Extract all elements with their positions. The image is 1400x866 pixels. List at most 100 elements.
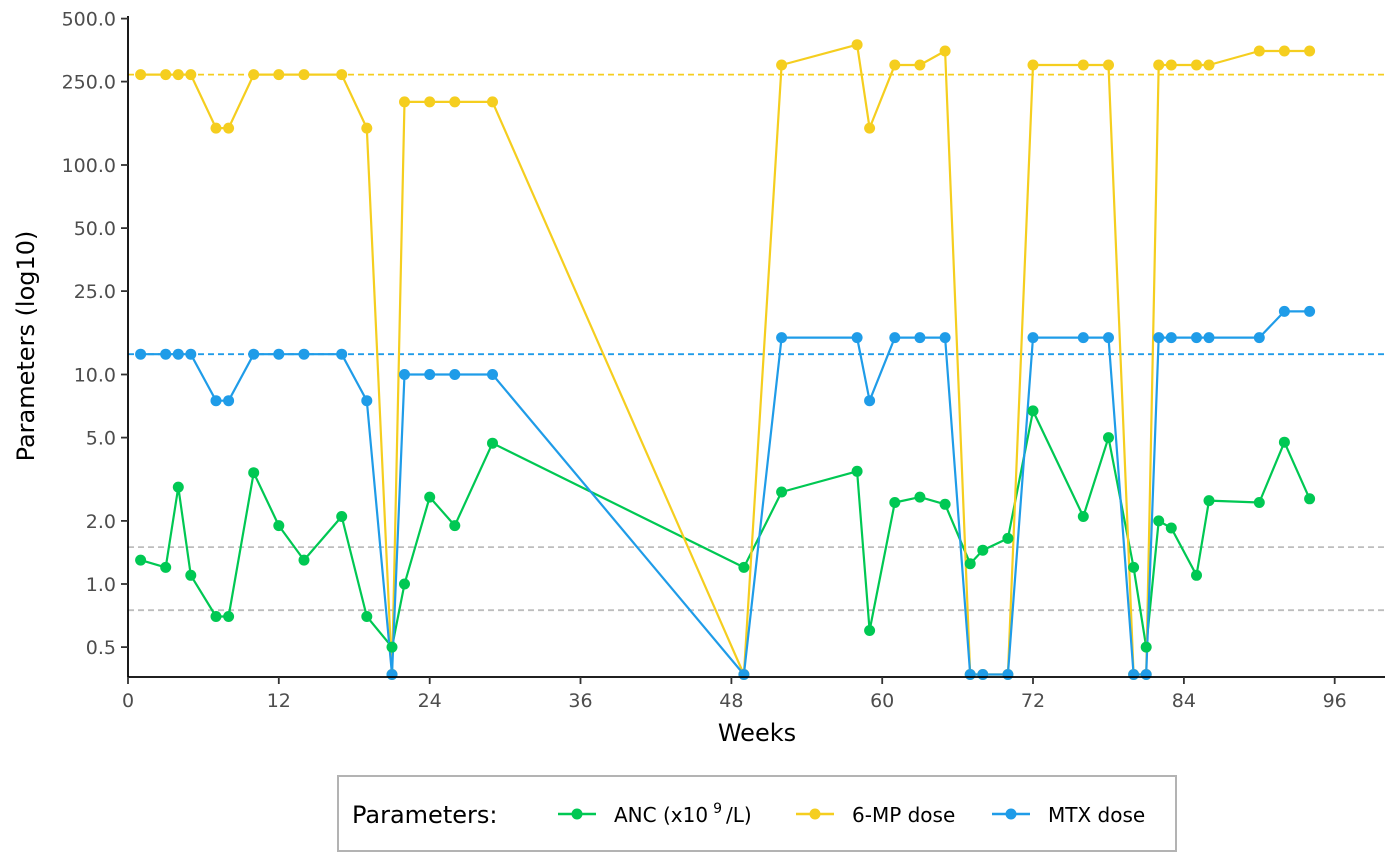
- x-axis-title: Weeks: [718, 719, 796, 747]
- data-point-mtx-dose: [223, 395, 235, 407]
- y-tick-label: 500.0: [62, 9, 116, 31]
- data-point-anc-x10-l: [210, 611, 222, 622]
- data-point-6-mp-dose: [399, 96, 410, 108]
- data-point-anc-x10-l: [273, 520, 285, 532]
- data-point-6-mp-dose: [185, 69, 197, 81]
- data-point-anc-x10-l: [1253, 497, 1265, 508]
- data-point-mtx-dose: [939, 332, 951, 344]
- data-point-6-mp-dose: [336, 69, 348, 81]
- data-point-anc-x10-l: [1165, 522, 1177, 534]
- x-ticks: 0 12 24 36 48 60 72 84 96: [122, 677, 1347, 712]
- data-point-anc-x10-l: [1002, 532, 1014, 544]
- data-point-6-mp-dose: [1103, 59, 1114, 71]
- y-tick-label: 0.5: [86, 637, 116, 659]
- data-point-mtx-dose: [399, 369, 410, 380]
- data-point-mtx-dose: [1077, 332, 1089, 344]
- data-point-anc-x10-l: [1304, 493, 1316, 505]
- y-tick-label: 5.0: [86, 428, 116, 450]
- data-point-mtx-dose: [1203, 332, 1215, 344]
- data-point-6-mp-dose: [273, 69, 285, 81]
- legend: Parameters: ANC (x10 9/L) 6-MP dose MTX d…: [337, 775, 1177, 852]
- data-point-mtx-dose: [487, 369, 498, 380]
- series-points: [135, 39, 1316, 680]
- data-point-anc-x10-l: [1103, 432, 1114, 444]
- data-point-mtx-dose: [889, 332, 901, 344]
- legend-label-anc-suffix: /L): [726, 803, 752, 827]
- legend-label-anc-sup: 9: [713, 801, 722, 817]
- series-lines: [140, 43, 1311, 676]
- data-point-anc-x10-l: [160, 561, 172, 573]
- data-point-6-mp-dose: [1191, 59, 1202, 71]
- y-ticks: 0.5 1.0 2.0 5.0 10.0 25.0 50.0 100.0 250.0 500.0: [62, 9, 128, 659]
- data-point-anc-x10-l: [851, 465, 863, 477]
- data-point-mtx-dose: [1128, 669, 1140, 680]
- data-point-6-mp-dose: [210, 122, 222, 134]
- data-point-mtx-dose: [738, 669, 750, 680]
- data-point-anc-x10-l: [1027, 405, 1039, 417]
- y-tick-label: 250.0: [62, 72, 116, 94]
- data-point-mtx-dose: [210, 395, 222, 407]
- data-point-anc-x10-l: [399, 578, 410, 590]
- data-point-anc-x10-l: [248, 467, 260, 479]
- data-point-mtx-dose: [449, 369, 461, 380]
- data-point-6-mp-dose: [248, 69, 260, 81]
- data-point-6-mp-dose: [172, 69, 184, 81]
- data-point-anc-x10-l: [185, 569, 197, 581]
- data-point-6-mp-dose: [851, 39, 863, 51]
- series-line-mtx-dose: [140, 310, 1310, 676]
- data-point-mtx-dose: [1278, 305, 1290, 317]
- data-point-mtx-dose: [1002, 669, 1014, 680]
- data-point-mtx-dose: [964, 669, 976, 680]
- legend-label-anc-prefix: ANC (x10: [614, 803, 708, 827]
- data-point-mtx-dose: [336, 348, 348, 360]
- data-point-anc-x10-l: [738, 561, 750, 573]
- data-point-mtx-dose: [298, 348, 310, 360]
- data-point-6-mp-dose: [1153, 59, 1165, 71]
- data-point-mtx-dose: [424, 369, 436, 380]
- data-point-6-mp-dose: [1027, 59, 1039, 71]
- data-point-mtx-dose: [273, 348, 285, 360]
- data-point-anc-x10-l: [386, 641, 398, 653]
- data-point-mtx-dose: [361, 395, 373, 407]
- data-point-mtx-dose: [776, 332, 788, 344]
- data-point-anc-x10-l: [1191, 569, 1202, 581]
- legend-key-6mp-point: [809, 808, 821, 820]
- data-point-6-mp-dose: [939, 45, 951, 57]
- data-point-mtx-dose: [1103, 332, 1114, 344]
- data-point-anc-x10-l: [223, 611, 235, 622]
- data-point-mtx-dose: [1165, 332, 1177, 344]
- data-point-6-mp-dose: [1165, 59, 1177, 71]
- data-point-mtx-dose: [1153, 332, 1165, 344]
- data-point-6-mp-dose: [776, 59, 788, 71]
- data-point-6-mp-dose: [1203, 59, 1215, 71]
- y-tick-label: 1.0: [86, 574, 116, 596]
- x-tick-label: 60: [870, 690, 894, 712]
- legend-title: Parameters:: [352, 801, 497, 829]
- data-point-mtx-dose: [1253, 332, 1265, 344]
- y-tick-label: 2.0: [86, 511, 116, 533]
- data-point-6-mp-dose: [361, 122, 373, 134]
- data-point-mtx-dose: [160, 348, 172, 360]
- data-point-6-mp-dose: [223, 122, 235, 134]
- x-tick-label: 0: [122, 690, 134, 712]
- data-point-6-mp-dose: [1278, 45, 1290, 57]
- data-point-mtx-dose: [914, 332, 926, 344]
- data-point-6-mp-dose: [1077, 59, 1089, 71]
- data-point-anc-x10-l: [1140, 641, 1152, 653]
- x-tick-label: 48: [719, 690, 743, 712]
- data-point-anc-x10-l: [864, 625, 876, 636]
- data-point-anc-x10-l: [135, 554, 147, 566]
- y-axis-title: Parameters (log10): [12, 231, 40, 462]
- data-point-6-mp-dose: [1253, 45, 1265, 57]
- data-point-anc-x10-l: [449, 520, 461, 532]
- data-point-anc-x10-l: [1077, 511, 1089, 522]
- legend-label-mtx: MTX dose: [1048, 803, 1145, 827]
- y-tick-label: 10.0: [74, 365, 116, 387]
- data-point-6-mp-dose: [298, 69, 310, 81]
- data-point-6-mp-dose: [449, 96, 461, 108]
- data-point-anc-x10-l: [1278, 436, 1290, 448]
- data-point-anc-x10-l: [298, 554, 310, 566]
- axes: [127, 16, 1385, 678]
- legend-label-6mp: 6-MP dose: [852, 803, 955, 827]
